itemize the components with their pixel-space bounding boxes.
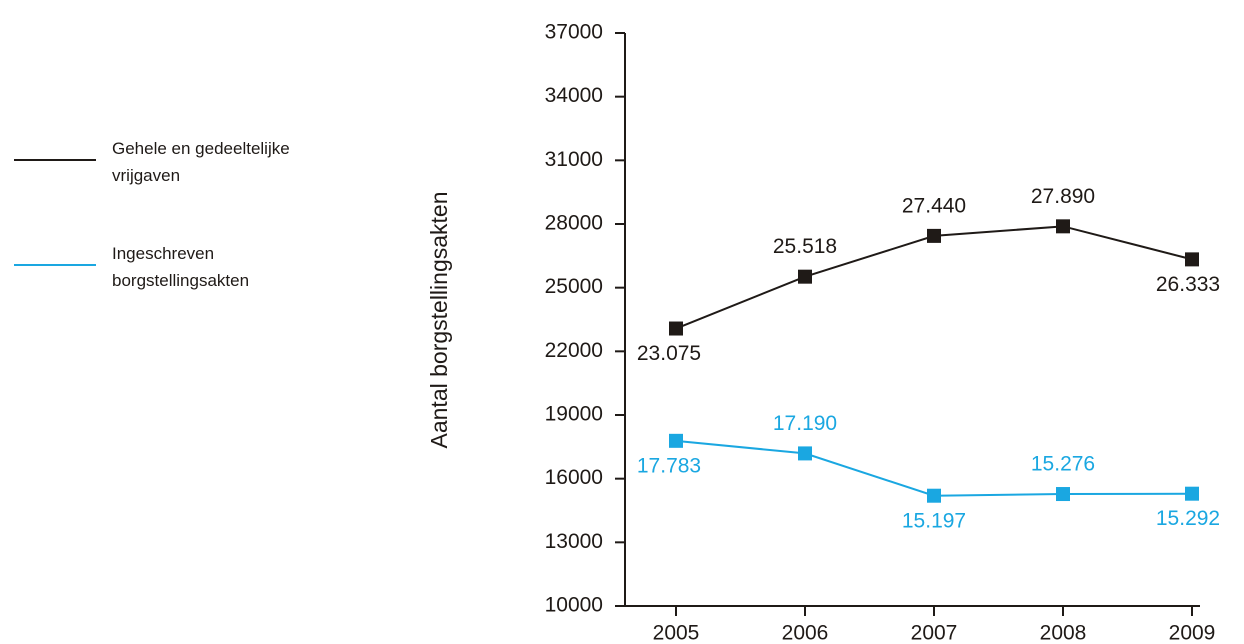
data-label: 15.197 [902, 509, 966, 532]
data-point [927, 228, 941, 243]
series-1: 17.783 17.190 15.197 15.276 15.292 [637, 412, 1220, 532]
x-tick-label: 2008 [1040, 622, 1087, 644]
legend-line-vrijgaven [14, 159, 96, 161]
y-axis-label: Aantal borgstellingsakten [426, 192, 452, 449]
series-line [675, 439, 1193, 497]
data-label: 27.440 [902, 194, 966, 217]
y-tick-label: 22000 [545, 339, 603, 362]
x-tick-label: 2005 [653, 622, 700, 644]
data-point [1185, 486, 1199, 501]
y-tick-label: 25000 [545, 275, 603, 298]
x-tick-label: 2009 [1169, 622, 1216, 644]
data-point [798, 446, 812, 461]
data-label: 27.890 [1031, 185, 1095, 208]
data-label: 26.333 [1156, 273, 1220, 296]
legend-label-ingeschreven: Ingeschreven borgstellingsakten [112, 244, 250, 290]
chart-series: 23.075 25.518 27.440 27.890 26.333 17.783 17.1… [637, 185, 1220, 532]
tick-labels: 10000 13000 16000 19000 22000 25000 28000 31000… [545, 21, 1216, 644]
data-label: 23.075 [637, 342, 701, 365]
data-point [1056, 487, 1070, 502]
data-point [1185, 252, 1199, 267]
y-tick-label: 31000 [545, 148, 603, 171]
data-label: 15.292 [1156, 507, 1220, 530]
data-point [669, 321, 683, 336]
y-tick-label: 34000 [545, 84, 603, 107]
y-tick-label: 13000 [545, 530, 603, 553]
x-tick-label: 2006 [782, 622, 829, 644]
y-tick-label: 37000 [545, 21, 603, 44]
y-tick-label: 19000 [545, 403, 603, 426]
data-label: 25.518 [773, 235, 837, 258]
x-tick-label: 2007 [911, 622, 958, 644]
y-tick-label: 28000 [545, 212, 603, 235]
y-tick-label: 16000 [545, 466, 603, 489]
data-point [798, 269, 812, 284]
legend-label-vrijgaven: Gehele en gedeeltelijke vrijgaven [112, 139, 290, 185]
data-point [669, 433, 683, 448]
legend-line-ingeschreven [14, 264, 96, 266]
data-point [927, 488, 941, 503]
series-0: 23.075 25.518 27.440 27.890 26.333 [637, 185, 1220, 365]
chart-axes [615, 32, 1200, 616]
data-label: 15.276 [1031, 453, 1095, 476]
data-label: 17.190 [773, 412, 837, 435]
y-tick-label: 10000 [545, 594, 603, 617]
data-point [1056, 219, 1070, 234]
data-label: 17.783 [637, 454, 701, 477]
